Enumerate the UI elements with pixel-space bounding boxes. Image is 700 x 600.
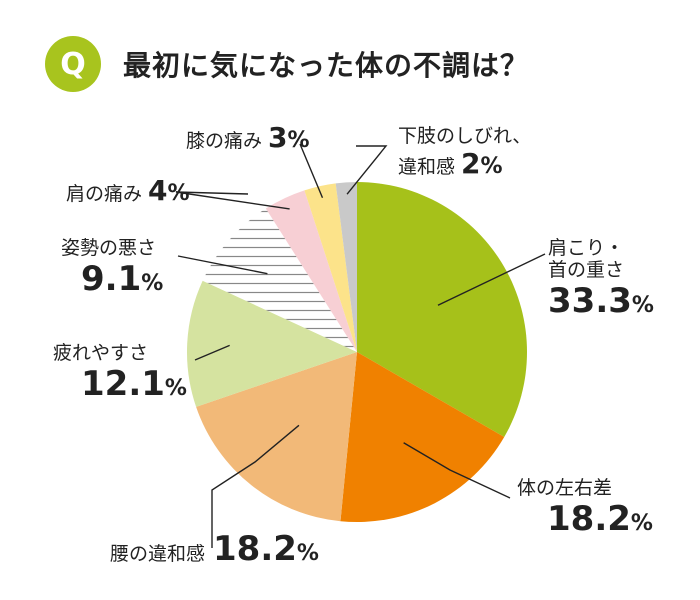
slice-value: 12.1 — [81, 363, 165, 404]
slice-label-text: 下肢のしびれ、 — [398, 125, 532, 147]
slice-label-knee-pain: 膝の痛み 3% — [186, 121, 310, 154]
leader-line — [299, 143, 324, 198]
percent-sign: % — [631, 292, 654, 318]
slice-label-text: 首の重さ — [548, 258, 625, 281]
leader-line — [194, 344, 230, 361]
leader-line — [403, 442, 511, 499]
slice-shoulder-neck — [357, 182, 527, 437]
slice-lower-back — [196, 352, 357, 522]
slice-shoulder-pain — [265, 190, 357, 352]
slice-label-text: 肩こり・ — [548, 237, 625, 259]
slice-posture — [202, 208, 357, 352]
slice-value: 2 — [461, 146, 481, 180]
slice-value: 18.2 — [547, 498, 631, 539]
slice-label-shoulder-neck: 肩こり・ 首の重さ 33.3% — [548, 237, 654, 321]
leader-line — [177, 255, 268, 275]
slice-value: 9.1 — [81, 258, 142, 299]
slice-value: 18.2 — [213, 529, 297, 569]
percent-sign: % — [630, 510, 653, 536]
slice-label-text: 膝の痛み — [186, 130, 263, 152]
slice-label-text: 腰の違和感 — [110, 543, 206, 565]
question-badge: Q — [45, 36, 101, 92]
slice-value: 3 — [268, 121, 288, 154]
percent-sign: % — [141, 270, 164, 296]
percent-sign: % — [296, 541, 319, 566]
percent-sign: % — [164, 375, 187, 401]
leader-line — [175, 191, 290, 210]
slice-value: 33.3 — [548, 280, 632, 321]
slice-label-text: 体の左右差 — [517, 477, 613, 499]
leader-line — [346, 145, 388, 195]
slice-value: 4 — [148, 174, 168, 207]
leader-line — [437, 253, 546, 306]
slice-leg-numbness — [335, 182, 357, 352]
percent-sign: % — [287, 128, 310, 153]
percent-sign: % — [167, 181, 190, 206]
slice-label-text: 違和感 — [398, 155, 456, 178]
slice-label-fatigue: 疲れやすさ 12.1% — [53, 342, 187, 404]
slice-label-text: 肩の痛み — [66, 183, 143, 205]
slice-knee-pain — [304, 183, 357, 352]
slice-fatigue — [187, 280, 357, 407]
slice-label-text: 姿勢の悪さ — [61, 237, 157, 259]
leader-line — [211, 424, 300, 548]
percent-sign: % — [480, 153, 503, 179]
slice-label-posture: 姿勢の悪さ 9.1% — [61, 237, 164, 299]
slice-left-right-difference — [340, 352, 505, 522]
chart-header: Q 最初に気になった体の不調は？ — [45, 36, 529, 92]
slice-label-shoulder-pain: 肩の痛み 4% — [66, 174, 190, 207]
slice-label-text: 疲れやすさ — [53, 342, 149, 364]
slice-label-lower-back: 腰の違和感 18.2% — [110, 529, 319, 569]
chart-title: 最初に気になった体の不調は？ — [123, 49, 530, 82]
slice-label-leg-numbness: 下肢のしびれ、 違和感 2% — [398, 125, 532, 180]
slice-label-left-right-difference: 体の左右差 18.2% — [517, 477, 653, 539]
